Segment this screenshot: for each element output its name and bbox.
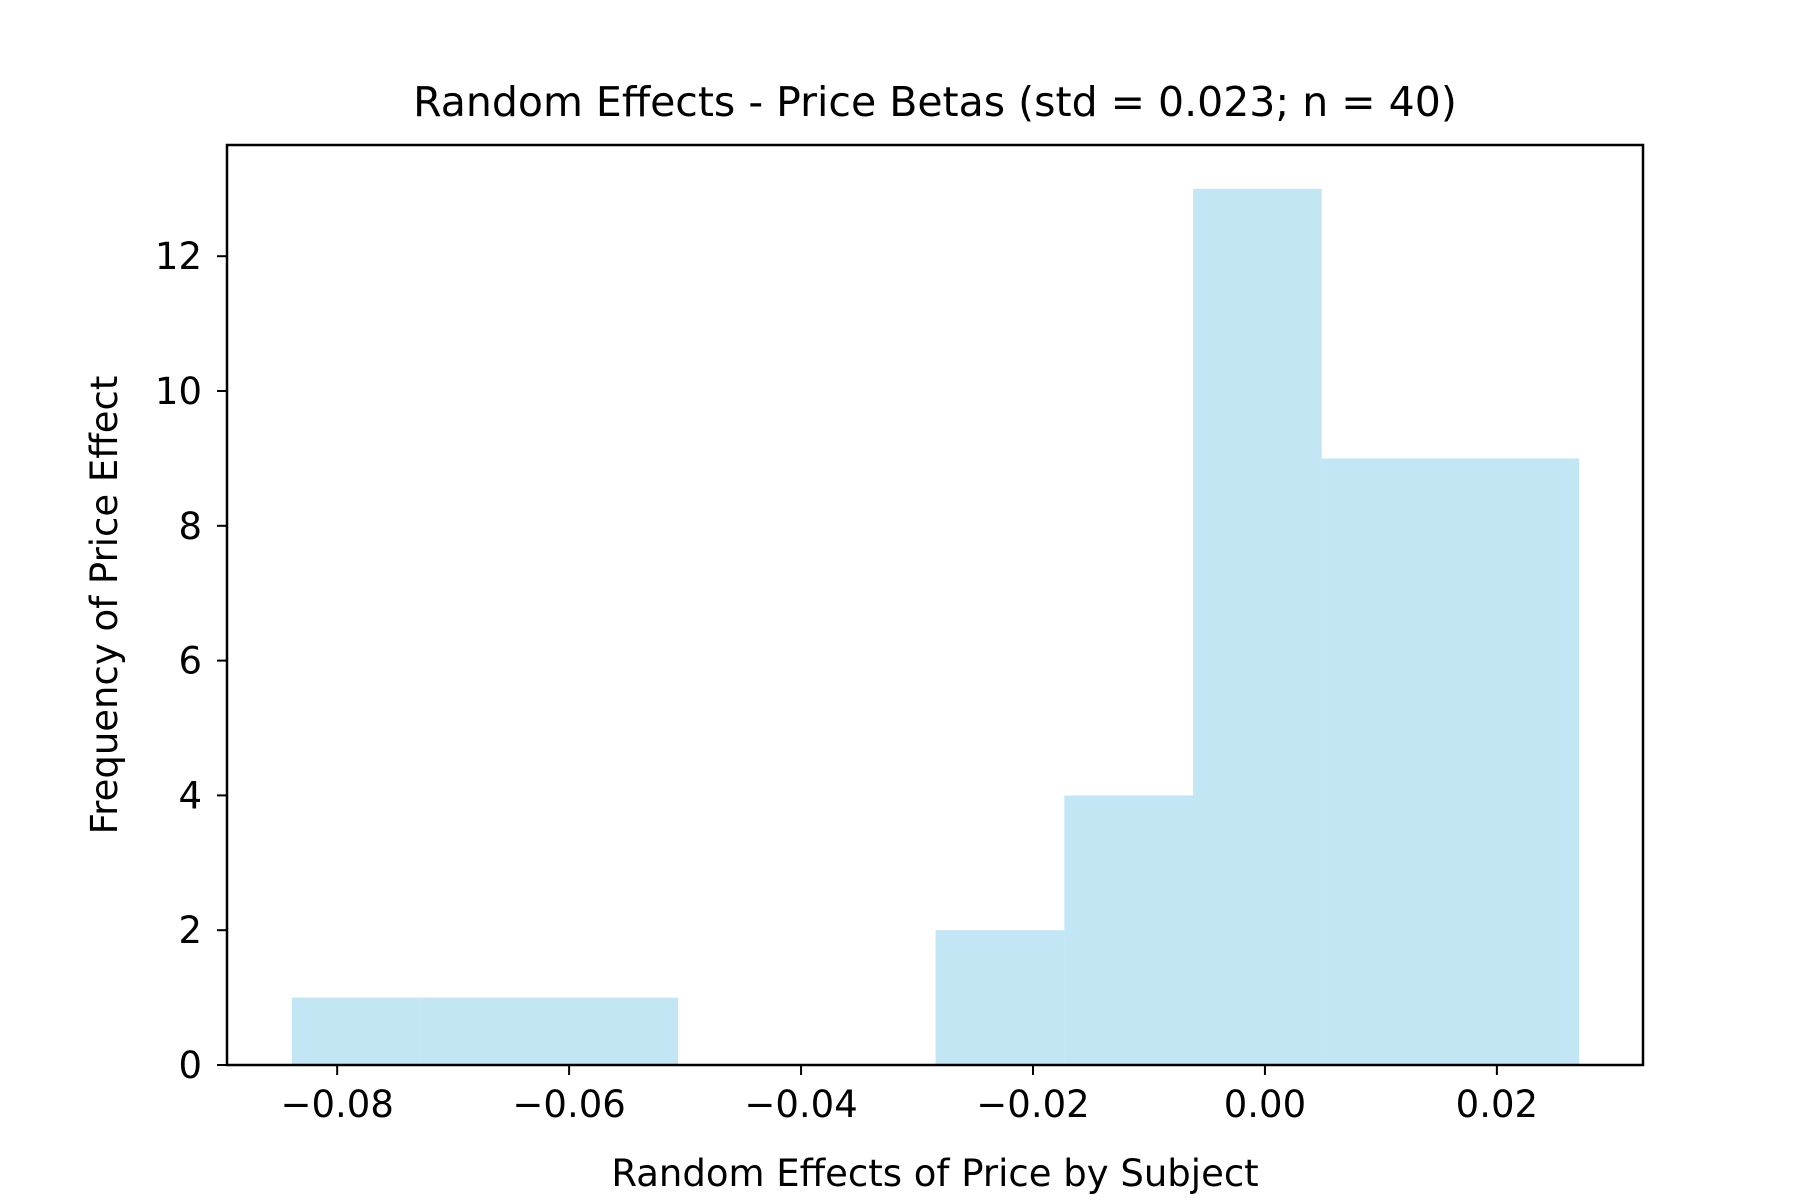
histogram-bar-9 — [1321, 458, 1451, 1065]
histogram-bar-7 — [1064, 795, 1194, 1065]
chart-title: Random Effects - Price Betas (std = 0.02… — [413, 78, 1457, 126]
y-tick-label: 0 — [178, 1044, 202, 1087]
y-tick-label: 10 — [155, 370, 202, 413]
y-ticks-group: 0 2 4 6 8 10 12 — [155, 235, 227, 1087]
histogram-bar-8 — [1193, 188, 1322, 1066]
x-tick-label: −0.08 — [280, 1083, 393, 1126]
histogram-bar-3 — [549, 997, 679, 1065]
y-axis-label: Frequency of Price Effect — [83, 376, 126, 835]
x-tick-label: 0.02 — [1456, 1083, 1538, 1126]
x-tick-label: 0.00 — [1224, 1083, 1306, 1126]
plot-frame — [225, 143, 1645, 1067]
y-tick-label: 8 — [178, 505, 202, 548]
histogram-bar-2 — [420, 997, 550, 1065]
histogram-bar-1 — [291, 997, 421, 1065]
y-tick-label: 2 — [178, 909, 202, 952]
bars-group — [291, 188, 1580, 1066]
x-ticks-group: −0.08 −0.06 −0.04 −0.02 0.00 0.02 — [280, 1065, 1538, 1126]
y-tick-label: 12 — [155, 235, 202, 278]
x-axis-label: Random Effects of Price by Subject — [611, 1152, 1258, 1195]
y-tick-label: 4 — [178, 774, 202, 817]
x-tick-label: −0.06 — [512, 1083, 625, 1126]
x-tick-label: −0.04 — [744, 1083, 857, 1126]
histogram-bar-6 — [935, 930, 1065, 1065]
x-tick-label: −0.02 — [976, 1083, 1089, 1126]
histogram-bar-10 — [1450, 458, 1580, 1065]
y-tick-label: 6 — [178, 640, 202, 683]
